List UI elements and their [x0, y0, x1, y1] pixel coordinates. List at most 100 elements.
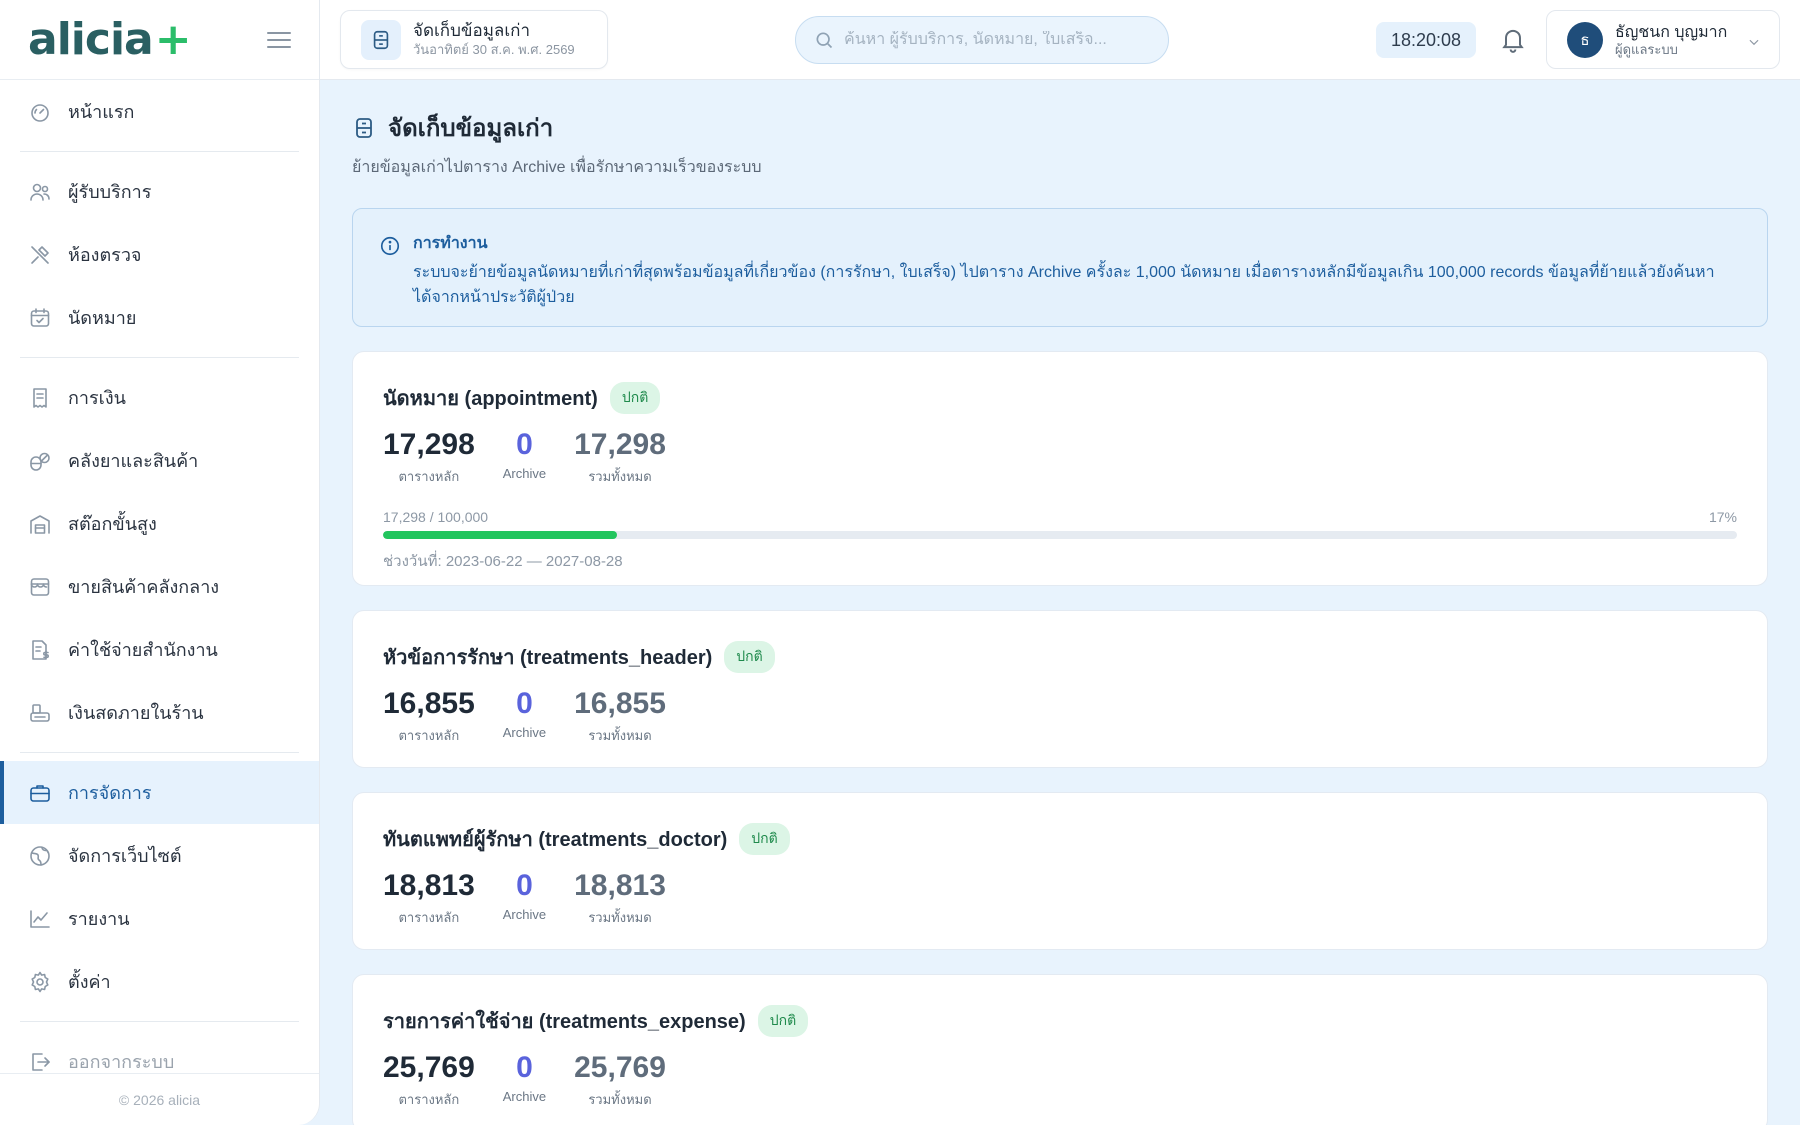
receipt-icon: [28, 386, 52, 410]
page-subtitle: ย้ายข้อมูลเก่าไปตาราง Archive เพื่อรักษา…: [352, 159, 762, 176]
total-label: รวมทั้งหมด: [588, 728, 652, 743]
sidebar-nav: หน้าแรกผู้รับบริการห้องตรวจนัดหมายการเงิ…: [0, 80, 319, 1093]
main-label: ตารางหลัก: [398, 728, 460, 743]
clock: 18:20:08: [1376, 22, 1476, 58]
page-header: จัดเก็บข้อมูลเก่า: [352, 108, 1768, 147]
archive-label: Archive: [502, 466, 547, 481]
main-count: 16,855: [383, 687, 475, 720]
globe-icon: [28, 844, 52, 868]
users-icon: [28, 180, 52, 204]
sidebar-item-calendar[interactable]: นัดหมาย: [0, 286, 319, 349]
cash-icon: [28, 701, 52, 725]
tab-title: จัดเก็บข้อมูลเก่า: [413, 20, 530, 40]
archive-label: Archive: [502, 907, 547, 922]
sidebar-footer: © 2026 alicia: [0, 1073, 319, 1125]
table-card: นัดหมาย (appointment) ปกติ 17,298 ตารางห…: [352, 351, 1768, 586]
sidebar-item-gauge[interactable]: หน้าแรก: [0, 80, 319, 143]
stat-archive: 0 Archive: [503, 428, 546, 481]
stat-main: 16,855 ตารางหลัก: [383, 687, 475, 746]
search-box[interactable]: [795, 16, 1169, 64]
search-icon: [816, 32, 833, 49]
sidebar-item-label: ผู้รับบริการ: [68, 182, 152, 202]
logo[interactable]: alicia +: [28, 14, 192, 65]
sidebar-item-logout[interactable]: ออกจากระบบ: [0, 1030, 319, 1093]
bell-icon[interactable]: [1498, 22, 1528, 56]
table-card: ทันตแพทย์ผู้รักษา (treatments_doctor) ปก…: [352, 792, 1768, 950]
sidebar-item-receipt[interactable]: การเงิน: [0, 366, 319, 429]
nav-divider: [20, 151, 299, 152]
sidebar-item-store[interactable]: ขายสินค้าคลังกลาง: [0, 555, 319, 618]
stat-main: 25,769 ตารางหลัก: [383, 1051, 475, 1110]
stats-row: 16,855 ตารางหลัก 0 Archive 16,855 รวมทั้…: [383, 687, 1737, 746]
archive-icon: [356, 117, 372, 138]
briefcase-icon: [28, 781, 52, 805]
card-title: นัดหมาย (appointment): [383, 388, 598, 410]
card-title: รายการค่าใช้จ่าย (treatments_expense): [383, 1011, 746, 1033]
stat-archive: 0 Archive: [503, 1051, 546, 1104]
total-label: รวมทั้งหมด: [588, 1092, 652, 1107]
card-header: หัวข้อการรักษา (treatments_header) ปกติ: [383, 641, 1737, 673]
stat-total: 18,813 รวมทั้งหมด: [574, 869, 666, 928]
archive-label: Archive: [502, 725, 547, 740]
sidebar-item-label: เงินสดภายในร้าน: [68, 703, 204, 723]
sidebar-item-expense[interactable]: ค่าใช้จ่ายสำนักงาน: [0, 618, 319, 681]
info-box: การทำงาน ระบบจะย้ายข้อมูลนัดหมายที่เก่าท…: [352, 208, 1768, 327]
main-count: 18,813: [383, 869, 475, 902]
gear-icon: [28, 970, 52, 994]
archive-count: 0: [516, 1051, 533, 1084]
sidebar-item-gear[interactable]: ตั้งค่า: [0, 950, 319, 1013]
info-text: ระบบจะย้ายข้อมูลนัดหมายที่เก่าที่สุดพร้อ…: [413, 264, 1715, 306]
sidebar-item-label: ขายสินค้าคลังกลาง: [68, 577, 220, 597]
total-count: 17,298: [574, 428, 666, 461]
user-role: ผู้ดูแลระบบ: [1615, 41, 1678, 57]
table-card: รายการค่าใช้จ่าย (treatments_expense) ปก…: [352, 974, 1768, 1125]
status-badge: ปกติ: [724, 641, 775, 673]
sidebar-item-chart[interactable]: รายงาน: [0, 887, 319, 950]
total-count: 18,813: [574, 869, 666, 902]
sidebar-item-label: คลังยาและสินค้า: [68, 451, 199, 471]
stats-row: 17,298 ตารางหลัก 0 Archive 17,298 รวมทั้…: [383, 428, 1737, 487]
logo-text: alicia: [28, 14, 154, 65]
user-name: ธัญชนก บุญมาก: [1615, 23, 1728, 41]
total-count: 16,855: [574, 687, 666, 720]
sidebar-item-briefcase[interactable]: การจัดการ: [0, 761, 319, 824]
search-input[interactable]: [844, 31, 1134, 49]
main-label: ตารางหลัก: [398, 1092, 460, 1107]
sidebar-item-cash[interactable]: เงินสดภายในร้าน: [0, 681, 319, 744]
tab-archive[interactable]: จัดเก็บข้อมูลเก่า วันอาทิตย์ 30 ส.ค. พ.ศ…: [340, 10, 608, 69]
sidebar-item-label: การเงิน: [68, 388, 126, 408]
archive-count: 0: [516, 869, 533, 902]
sidebar-item-label: สต๊อกขั้นสูง: [68, 514, 157, 534]
date-range: ช่วงวันที่: 2023-06-22 — 2027-08-28: [383, 553, 623, 570]
archive-count: 0: [516, 687, 533, 720]
status-badge: ปกติ: [739, 823, 790, 855]
sidebar-item-users[interactable]: ผู้รับบริการ: [0, 160, 319, 223]
stat-main: 18,813 ตารางหลัก: [383, 869, 475, 928]
brand-bar: alicia +: [0, 0, 319, 80]
sidebar-item-globe[interactable]: จัดการเว็บไซต์: [0, 824, 319, 887]
main-count: 17,298: [383, 428, 475, 461]
menu-toggle-icon[interactable]: [267, 31, 291, 48]
sidebar-item-tools[interactable]: ห้องตรวจ: [0, 223, 319, 286]
sidebar-item-label: นัดหมาย: [68, 308, 137, 328]
topbar: จัดเก็บข้อมูลเก่า วันอาทิตย์ 30 ส.ค. พ.ศ…: [320, 0, 1800, 80]
sidebar-item-label: การจัดการ: [68, 783, 152, 803]
sidebar: alicia + หน้าแรกผู้รับบริการห้องตรวจนัดหม…: [0, 0, 320, 1125]
nav-divider: [20, 752, 299, 753]
sidebar-item-label: จัดการเว็บไซต์: [68, 846, 182, 866]
status-badge: ปกติ: [609, 382, 661, 414]
sidebar-item-warehouse[interactable]: สต๊อกขั้นสูง: [0, 492, 319, 555]
total-label: รวมทั้งหมด: [588, 910, 652, 925]
main-label: ตารางหลัก: [398, 910, 460, 925]
main-count: 25,769: [383, 1051, 475, 1084]
card-title: หัวข้อการรักษา (treatments_header): [383, 647, 713, 669]
user-menu[interactable]: ธ ธัญชนก บุญมาก ผู้ดูแลระบบ: [1546, 10, 1780, 69]
sidebar-item-label: ค่าใช้จ่ายสำนักงาน: [68, 640, 218, 660]
progress-bar: [383, 531, 1737, 539]
progress-bar-fill: [383, 531, 618, 539]
warehouse-icon: [28, 512, 52, 536]
sidebar-item-pills[interactable]: คลังยาและสินค้า: [0, 429, 319, 492]
chevron-down-icon: [1749, 39, 1759, 46]
table-card: หัวข้อการรักษา (treatments_header) ปกติ …: [352, 610, 1768, 768]
sidebar-item-label: หน้าแรก: [68, 102, 135, 122]
